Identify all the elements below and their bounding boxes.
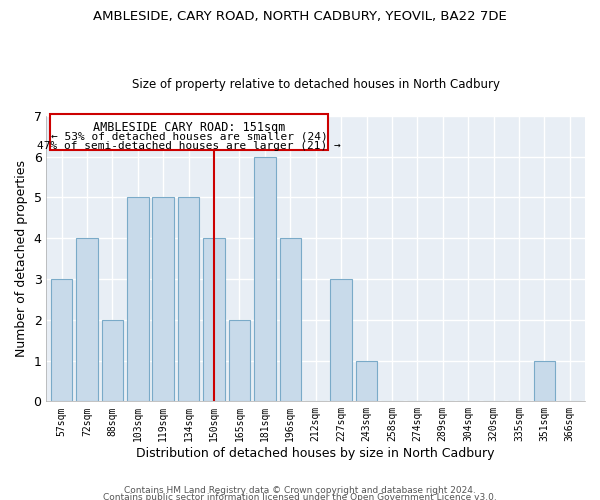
Bar (203, 238, 225, 402)
Bar (76, 238, 98, 402)
Bar (101, 320, 123, 402)
Bar (356, 360, 377, 402)
Bar (280, 238, 301, 402)
Text: Contains public sector information licensed under the Open Government Licence v3: Contains public sector information licen… (103, 494, 497, 500)
Bar (178, 198, 199, 402)
X-axis label: Distribution of detached houses by size in North Cadbury: Distribution of detached houses by size … (136, 447, 495, 460)
Text: 47% of semi-detached houses are larger (21) →: 47% of semi-detached houses are larger (… (37, 141, 341, 151)
Bar (152, 198, 174, 402)
Text: AMBLESIDE CARY ROAD: 151sqm: AMBLESIDE CARY ROAD: 151sqm (93, 120, 286, 134)
Bar (229, 320, 250, 402)
Text: AMBLESIDE, CARY ROAD, NORTH CADBURY, YEOVIL, BA22 7DE: AMBLESIDE, CARY ROAD, NORTH CADBURY, YEO… (93, 10, 507, 23)
Bar (533, 360, 555, 402)
Y-axis label: Number of detached properties: Number of detached properties (15, 160, 28, 357)
Bar (331, 279, 352, 402)
Bar (51, 279, 73, 402)
Bar (254, 156, 275, 402)
FancyBboxPatch shape (50, 114, 328, 150)
Bar (127, 198, 149, 402)
Text: Contains HM Land Registry data © Crown copyright and database right 2024.: Contains HM Land Registry data © Crown c… (124, 486, 476, 495)
Text: ← 53% of detached houses are smaller (24): ← 53% of detached houses are smaller (24… (51, 132, 328, 141)
Title: Size of property relative to detached houses in North Cadbury: Size of property relative to detached ho… (132, 78, 500, 91)
